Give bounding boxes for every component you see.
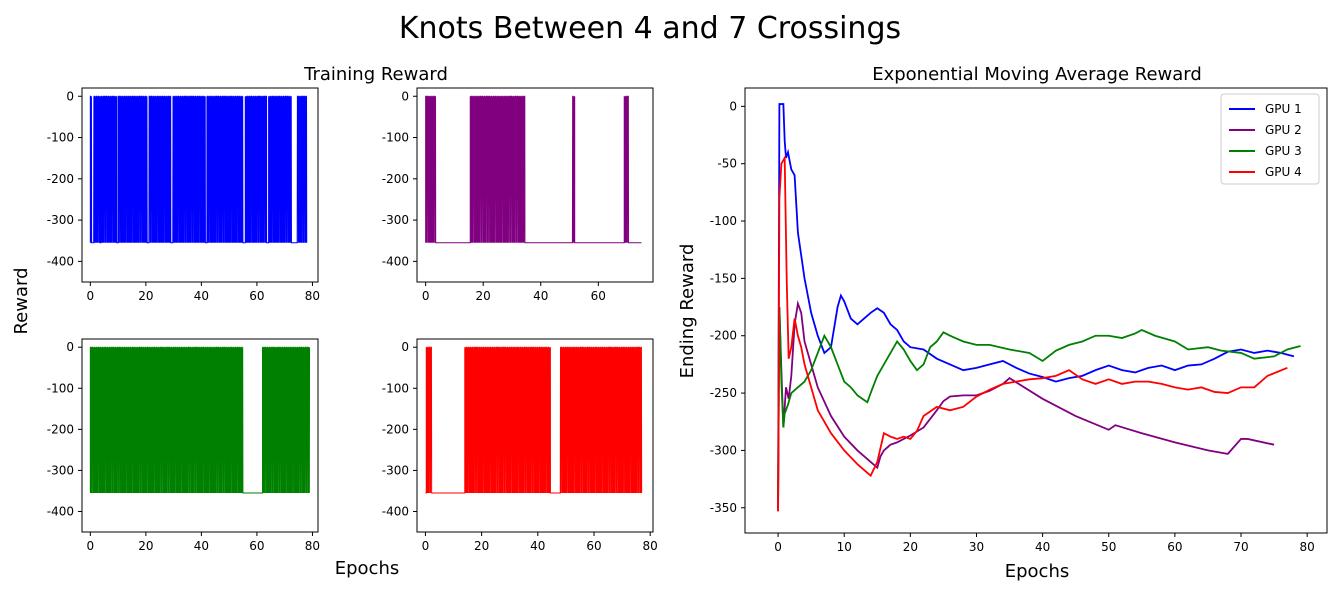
legend-label: GPU 1 bbox=[1265, 102, 1302, 116]
axes-frame bbox=[81, 338, 319, 533]
ema-series-2-line bbox=[777, 300, 1275, 512]
y-tick-label: -100 bbox=[710, 214, 737, 228]
legend-label: GPU 2 bbox=[1265, 123, 1302, 137]
training-gpu-1-panel: 0 20 40 60 80 0 -100 -200 -300 -400 bbox=[47, 87, 320, 303]
y-tick-label: -300 bbox=[47, 463, 74, 477]
ema-panel: 0 10 20 30 40 50 60 70 80 0 -50 -100 -150 -200 -250 -30… bbox=[710, 87, 1328, 554]
y-tick-label: -50 bbox=[717, 157, 737, 171]
x-tick-label: 70 bbox=[1233, 540, 1248, 554]
y-tick-label: -200 bbox=[47, 172, 74, 186]
y-tick-label: -100 bbox=[47, 131, 74, 145]
training-gpu-2-panel: 0 20 40 60 0 -100 -200 -300 -400 bbox=[382, 87, 654, 303]
y-tick-label: -200 bbox=[382, 172, 409, 186]
training-gpu-1-line bbox=[89, 95, 308, 244]
y-tick-label: -400 bbox=[382, 254, 409, 268]
axes-frame bbox=[81, 87, 319, 283]
x-tick-label: 80 bbox=[643, 539, 658, 553]
y-tick-label: -300 bbox=[382, 463, 409, 477]
training-reward-ylabel: Reward bbox=[11, 267, 32, 334]
x-tick-label: 80 bbox=[1300, 540, 1315, 554]
y-tick-label: -300 bbox=[47, 213, 74, 227]
y-tick-label: 0 bbox=[66, 340, 74, 354]
x-tick-label: 20 bbox=[903, 540, 918, 554]
y-tick-label: -100 bbox=[47, 381, 74, 395]
figure-title: Knots Between 4 and 7 Crossings bbox=[399, 11, 901, 46]
x-tick-label: 20 bbox=[474, 539, 489, 553]
x-tick-label: 10 bbox=[837, 540, 852, 554]
y-tick-label: -100 bbox=[382, 131, 409, 145]
y-tick-label: -400 bbox=[47, 504, 74, 518]
x-tick-label: 40 bbox=[194, 289, 209, 303]
x-tick-label: 0 bbox=[422, 539, 430, 553]
x-tick-label: 40 bbox=[530, 539, 545, 553]
axes-frame bbox=[416, 87, 654, 283]
ema-xlabel: Epochs bbox=[1005, 561, 1070, 582]
training-gpu-2-line bbox=[425, 95, 642, 244]
y-tick-label: -150 bbox=[710, 271, 737, 285]
y-tick-label: 0 bbox=[729, 99, 737, 113]
training-gpu-3-panel: 0 20 40 60 80 0 -100 -200 -300 -400 bbox=[47, 338, 320, 553]
ema-series-4-line bbox=[777, 154, 1288, 512]
x-tick-label: 50 bbox=[1101, 540, 1116, 554]
x-tick-label: 60 bbox=[249, 289, 264, 303]
y-tick-label: -300 bbox=[382, 213, 409, 227]
x-tick-label: 20 bbox=[138, 289, 153, 303]
x-tick-label: 0 bbox=[87, 539, 95, 553]
ema-ylabel: Ending Reward bbox=[677, 244, 698, 379]
x-tick-label: 40 bbox=[1035, 540, 1050, 554]
ema-series-1-line bbox=[777, 103, 1295, 508]
x-tick-label: 20 bbox=[138, 539, 153, 553]
x-tick-label: 60 bbox=[249, 539, 264, 553]
y-tick-label: 0 bbox=[401, 340, 409, 354]
x-tick-label: 60 bbox=[1167, 540, 1182, 554]
x-tick-label: 80 bbox=[305, 539, 320, 553]
x-tick-label: 60 bbox=[586, 539, 601, 553]
ema-legend: GPU 1 GPU 2 GPU 3 GPU 4 bbox=[1220, 93, 1320, 185]
y-tick-label: -100 bbox=[382, 381, 409, 395]
legend-box bbox=[1220, 93, 1320, 185]
ema-chart-title: Exponential Moving Average Reward bbox=[872, 64, 1202, 85]
y-tick-label: -400 bbox=[47, 254, 74, 268]
x-tick-label: 30 bbox=[969, 540, 984, 554]
y-tick-label: -200 bbox=[710, 329, 737, 343]
x-tick-label: 60 bbox=[591, 289, 606, 303]
y-tick-label: -300 bbox=[710, 443, 737, 457]
x-tick-label: 80 bbox=[305, 289, 320, 303]
y-tick-label: 0 bbox=[401, 89, 409, 103]
x-tick-label: 40 bbox=[194, 539, 209, 553]
training-gpu-4-line bbox=[425, 346, 643, 494]
x-tick-label: 0 bbox=[422, 289, 430, 303]
training-gpu-4-panel: 0 20 40 60 80 0 -100 -200 -300 -400 bbox=[382, 338, 658, 553]
legend-label: GPU 3 bbox=[1265, 144, 1302, 158]
y-tick-label: -400 bbox=[382, 504, 409, 518]
training-gpu-3-line bbox=[89, 346, 311, 494]
axes-frame bbox=[744, 87, 1328, 534]
x-tick-label: 20 bbox=[476, 289, 491, 303]
x-tick-label: 0 bbox=[774, 540, 782, 554]
ema-series-3-line bbox=[777, 307, 1301, 497]
axes-frame bbox=[416, 338, 654, 533]
y-tick-label: -200 bbox=[382, 422, 409, 436]
y-tick-label: -200 bbox=[47, 422, 74, 436]
legend-label: GPU 4 bbox=[1265, 165, 1302, 179]
y-tick-label: 0 bbox=[66, 89, 74, 103]
x-tick-label: 0 bbox=[87, 289, 95, 303]
y-tick-label: -250 bbox=[710, 386, 737, 400]
y-tick-label: -350 bbox=[710, 501, 737, 515]
training-reward-xlabel: Epochs bbox=[335, 558, 400, 579]
training-reward-title: Training Reward bbox=[303, 64, 448, 85]
x-tick-label: 40 bbox=[533, 289, 548, 303]
